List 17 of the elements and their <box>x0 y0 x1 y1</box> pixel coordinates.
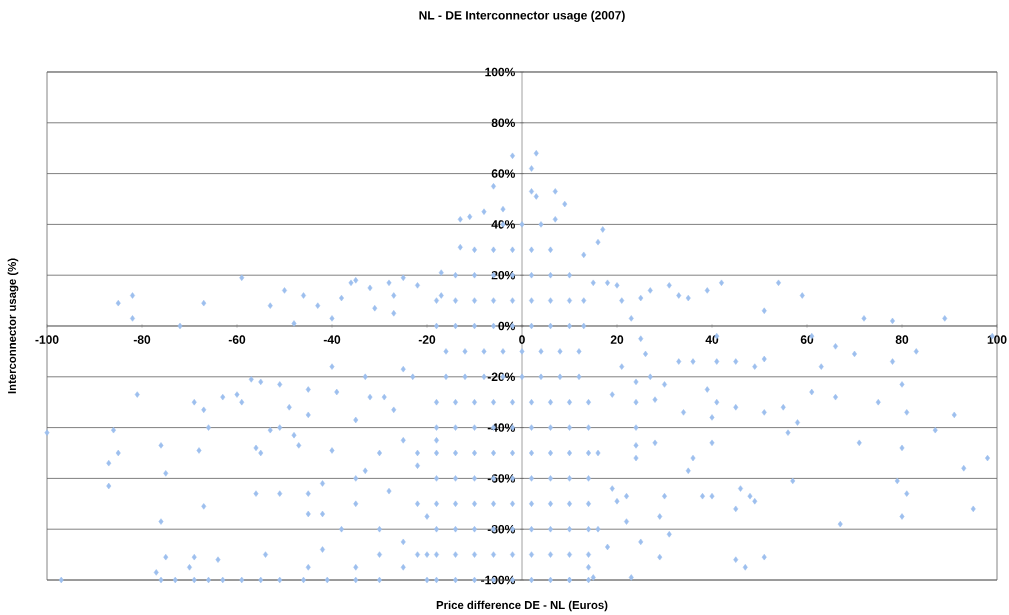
x-tick-label: -80 <box>133 335 151 344</box>
x-tick-label: 20 <box>610 335 624 344</box>
x-tick-label: -100 <box>35 335 59 344</box>
x-tick-label: -40 <box>323 335 341 344</box>
x-tick-label: 100 <box>987 335 1007 344</box>
y-axis-title: Interconnector usage (%) <box>7 258 19 394</box>
chart-title: NL - DE Interconnector usage (2007) <box>419 10 625 22</box>
y-tick-label: -100% <box>481 575 515 585</box>
x-axis-title: Price difference DE - NL (Euros) <box>436 600 608 612</box>
x-tick-label: 80 <box>895 335 909 344</box>
y-tick-label: 20% <box>491 270 515 280</box>
x-tick-label: -20 <box>418 335 436 344</box>
y-tick-label: 100% <box>485 67 515 77</box>
x-tick-label: 0 <box>519 335 525 344</box>
x-tick-label: -60 <box>228 335 246 344</box>
y-tick-label: 60% <box>491 169 515 178</box>
y-tick-label: 80% <box>491 118 515 128</box>
